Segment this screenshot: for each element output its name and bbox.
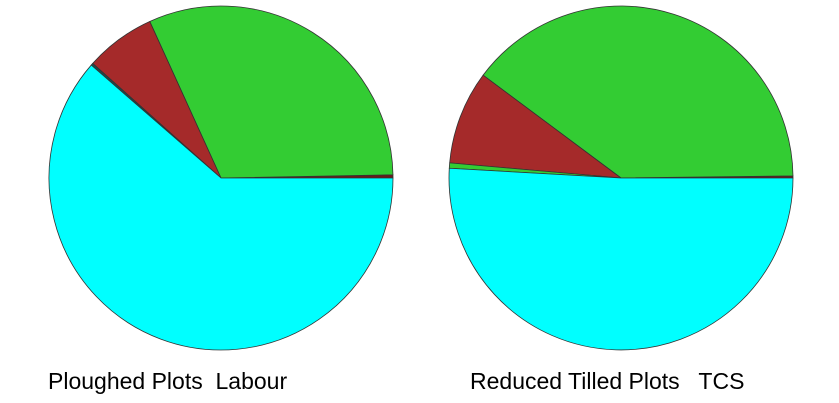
pie-slice-1-2	[449, 74, 622, 179]
pie-chart-caption-ploughed: Ploughed Plots Labour	[48, 368, 288, 394]
pie-slice-1-4	[448, 167, 794, 351]
pie-chart-caption-reduced-tilled: Reduced Tilled Plots TCS	[470, 368, 745, 394]
pie-chart-reduced-tilled-plots-tcs	[448, 5, 794, 351]
pie-slice-0-1	[149, 5, 394, 179]
pie-chart-ploughed-plots-labour	[48, 5, 394, 351]
pie-slice-0-4	[48, 64, 394, 351]
pie-slice-1-1	[482, 5, 794, 179]
